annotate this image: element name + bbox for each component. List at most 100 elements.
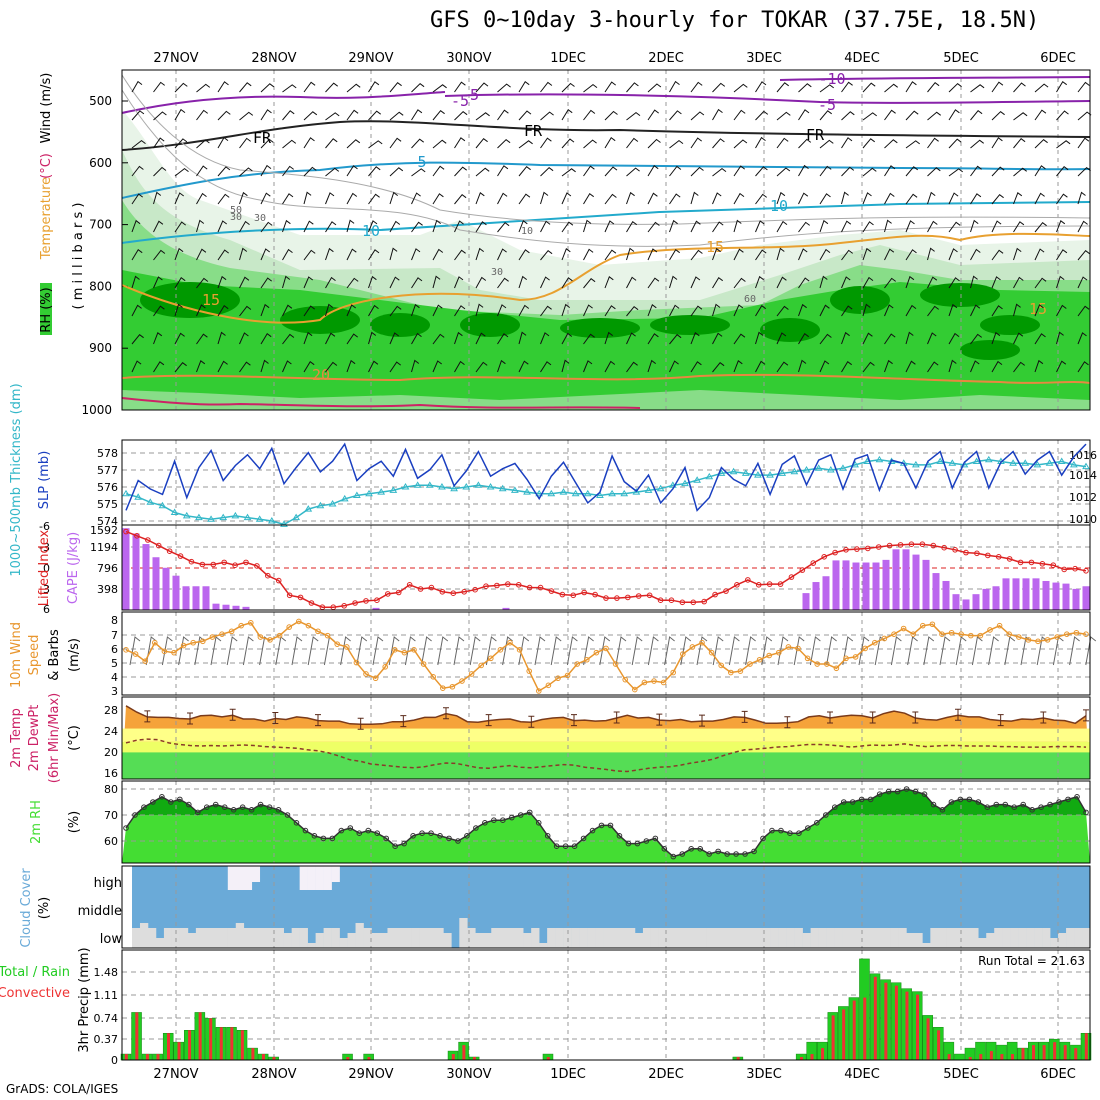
upper-wind-barb bbox=[970, 275, 978, 289]
upper-wind-barb bbox=[841, 137, 853, 149]
upper-wind-barb bbox=[1013, 192, 1023, 205]
upper-wind-barb bbox=[217, 249, 229, 261]
cape-bar bbox=[1062, 583, 1070, 610]
lifted-index-line-point bbox=[919, 541, 926, 548]
pressure-tick-label: 700 bbox=[89, 218, 112, 232]
upper-wind-barb bbox=[454, 305, 466, 317]
upper-wind-barb bbox=[884, 109, 896, 121]
upper-wind-barb bbox=[153, 249, 166, 261]
wind-speed-line-point bbox=[468, 671, 475, 677]
upper-wind-barb bbox=[712, 303, 721, 317]
isotherm-minus10-right bbox=[779, 76, 1091, 81]
lifted-index-line-point bbox=[166, 548, 173, 555]
upper-wind-barb bbox=[862, 332, 873, 345]
upper-wind-barb bbox=[948, 248, 958, 261]
cloud-low-bar bbox=[211, 928, 221, 948]
upper-ylabel-temp-unit: (°C) bbox=[39, 153, 54, 179]
rh2m-line-point bbox=[1047, 801, 1053, 808]
thickness-tick-label: 575 bbox=[97, 498, 118, 511]
upper-wind-barb bbox=[647, 304, 657, 317]
cloud-low-bar bbox=[515, 928, 524, 948]
thickness-line-point bbox=[535, 489, 544, 497]
upper-wind-barb bbox=[604, 249, 617, 261]
thickness-line-point bbox=[936, 457, 945, 464]
thickness-line-point bbox=[583, 489, 592, 497]
surface-wind-barb bbox=[1069, 636, 1080, 666]
cloud-low-bar bbox=[179, 928, 189, 948]
lifted-index-line-point bbox=[679, 599, 686, 606]
upper-wind-barb bbox=[389, 247, 398, 261]
rh2m-line-point bbox=[975, 799, 982, 805]
precip-convective-bar bbox=[188, 1030, 192, 1060]
surface-wind-barb bbox=[1085, 636, 1097, 666]
wind-speed-line bbox=[125, 620, 1087, 693]
wind-speed-line-point bbox=[123, 647, 129, 653]
wind-speed-line-point bbox=[574, 661, 581, 667]
upper-wind-barb bbox=[798, 332, 809, 345]
lifted-index-line-point bbox=[712, 591, 718, 598]
cloud-low-bar bbox=[299, 928, 308, 948]
upper-wind-barb bbox=[346, 165, 358, 177]
precip-convective-bar bbox=[1032, 1045, 1036, 1060]
lifted-index-line-point bbox=[995, 554, 1002, 560]
cloud-low-bar bbox=[187, 933, 197, 948]
precip-convective-bar bbox=[842, 1009, 846, 1060]
upper-wind-barb bbox=[497, 248, 507, 261]
upper-wind-barb bbox=[798, 303, 807, 317]
temp-minmax-bar bbox=[571, 714, 577, 727]
lifted-index-line-point bbox=[155, 542, 162, 549]
rh2m-line-point bbox=[840, 799, 847, 805]
upper-wind-barb bbox=[776, 111, 791, 121]
temp-ylabel-minmax: (6hr Min/Max) bbox=[47, 693, 62, 783]
thickness-line bbox=[125, 459, 1087, 526]
thickness-line-point bbox=[826, 466, 835, 473]
slp-ylabel: SLP (mb) bbox=[37, 451, 52, 510]
upper-wind-barb bbox=[368, 166, 381, 177]
precip-convective-bar bbox=[926, 1018, 930, 1060]
wind-speed-line-point bbox=[1083, 631, 1089, 638]
upper-wind-barb bbox=[776, 137, 789, 149]
upper-wind-barb bbox=[1034, 139, 1048, 149]
upper-wind-barb bbox=[1034, 304, 1044, 317]
wind-speed-line-point bbox=[881, 635, 888, 642]
upper-wind-barb bbox=[282, 84, 297, 93]
lifted-index-line-point bbox=[897, 542, 904, 548]
upper-wind-barb bbox=[690, 305, 703, 317]
rh-legend-swatch bbox=[40, 283, 52, 335]
temp-minmax-bar bbox=[272, 711, 279, 724]
thickness-line-point bbox=[972, 457, 981, 464]
upper-wind-barb bbox=[690, 191, 699, 205]
cape-bar bbox=[802, 593, 810, 610]
upper-wind-barb bbox=[970, 219, 979, 233]
upper-wind-barb bbox=[497, 165, 509, 177]
surface-wind-barb bbox=[890, 636, 902, 666]
rh2m-line-point bbox=[311, 833, 318, 839]
wind-speed-line-point bbox=[747, 661, 753, 667]
upper-wind-barb bbox=[518, 360, 529, 373]
rh2m-line-point bbox=[329, 835, 336, 842]
upper-wind-barb bbox=[239, 361, 251, 373]
upper-wind-barb bbox=[755, 166, 768, 177]
upper-wind-barb bbox=[174, 192, 184, 205]
wind-speed-line-point bbox=[939, 631, 945, 638]
upper-wind-barb bbox=[1013, 276, 1024, 289]
cape-ylabel: CAPE (J/kg) bbox=[66, 532, 81, 604]
lifted-index-line-point bbox=[461, 589, 467, 595]
cloud-low-bar bbox=[563, 928, 572, 948]
wind-speed-line-point bbox=[900, 625, 907, 632]
upper-wind-barb bbox=[626, 167, 640, 177]
cloud-low-bar bbox=[147, 928, 157, 948]
wind-speed-line-point bbox=[459, 678, 465, 684]
cape-bar bbox=[222, 604, 230, 610]
upper-wind-barb bbox=[411, 192, 421, 205]
cape-bar bbox=[832, 560, 840, 610]
cape-bar bbox=[892, 549, 900, 610]
lifted-index-line-point bbox=[788, 574, 795, 580]
upper-wind-barb bbox=[712, 192, 722, 205]
precip-convective-bar bbox=[177, 1042, 181, 1060]
rh2m-line-point bbox=[598, 822, 605, 829]
upper-wind-barb bbox=[239, 220, 250, 233]
upper-wind-barb bbox=[690, 220, 701, 233]
upper-wind-barb bbox=[153, 276, 163, 289]
thickness-line-point bbox=[255, 515, 264, 522]
